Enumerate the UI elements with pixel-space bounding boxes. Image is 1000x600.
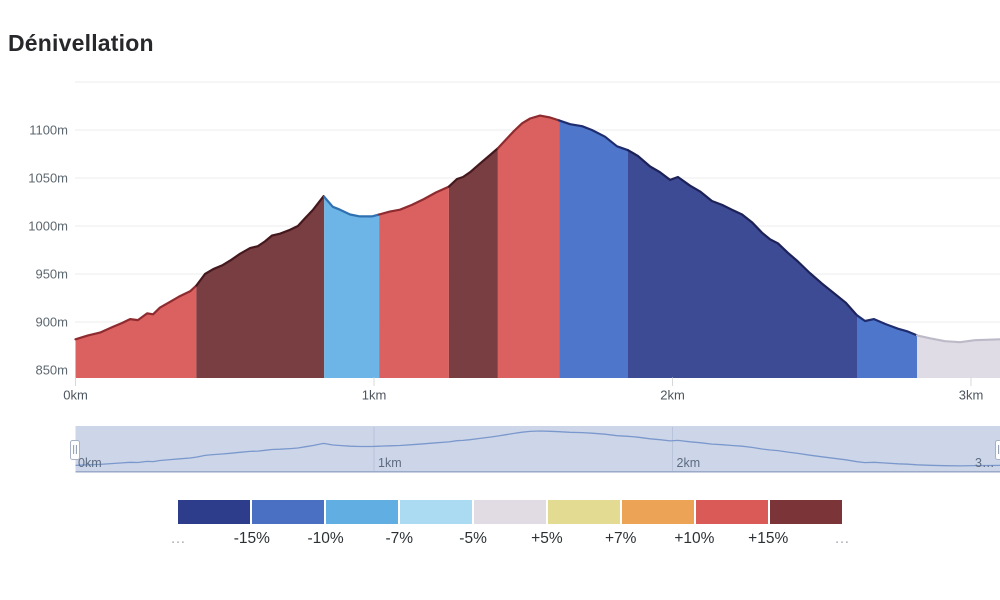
gradient-legend: … -15% -10% -7% -5% +5% +7% +10% +15% … bbox=[170, 500, 850, 550]
y-axis-label: 900m bbox=[35, 315, 68, 330]
x-axis-label: 1km bbox=[362, 388, 387, 403]
x-axis-label: 2km bbox=[660, 388, 685, 403]
legend-threshold-label: +5% bbox=[531, 530, 563, 547]
elevation-line bbox=[195, 195, 326, 287]
y-axis-label: 1100m bbox=[29, 123, 68, 138]
elevation-line bbox=[74, 284, 198, 341]
x-axis-label: 3km bbox=[959, 388, 984, 403]
overview-km-label: 3… bbox=[975, 456, 994, 470]
gradient-segment-area[interactable] bbox=[497, 115, 560, 378]
legend-threshold-label: +7% bbox=[604, 530, 637, 547]
legend-threshold-label: -7% bbox=[385, 530, 414, 547]
elevation-line bbox=[915, 334, 1000, 344]
elevation-line bbox=[496, 114, 561, 150]
overview-profile-line bbox=[75, 430, 1000, 467]
y-axis-label: 950m bbox=[35, 267, 68, 282]
legend-threshold-label: -15% bbox=[233, 530, 270, 547]
y-axis-label: 850m bbox=[35, 363, 68, 378]
legend-label-row: … -15% -10% -7% -5% +5% +7% +10% +15% … bbox=[170, 530, 850, 550]
legend-color-box bbox=[178, 500, 250, 524]
overview-band[interactable] bbox=[75, 426, 1000, 472]
elevation-line bbox=[323, 195, 381, 218]
elevation-line bbox=[855, 314, 919, 337]
legend-color-scale bbox=[178, 500, 842, 524]
x-axis-label: 0km bbox=[63, 388, 88, 403]
gradient-segment-area[interactable] bbox=[196, 196, 325, 378]
y-axis-label: 1000m bbox=[28, 219, 68, 234]
gradient-segment-area[interactable] bbox=[324, 196, 380, 378]
legend-color-box bbox=[548, 500, 620, 524]
gradient-segment-area[interactable] bbox=[379, 186, 449, 378]
elevation-line bbox=[378, 185, 450, 216]
legend-threshold-label: +10% bbox=[674, 530, 715, 547]
overview-km-label: 2km bbox=[677, 456, 701, 470]
legend-threshold-label: +15% bbox=[748, 530, 789, 547]
legend-threshold-label: -5% bbox=[459, 530, 487, 547]
left-scrub-handle[interactable] bbox=[70, 440, 80, 460]
legend-color-box bbox=[770, 500, 842, 524]
gradient-segment-area[interactable] bbox=[75, 285, 197, 379]
legend-threshold-label: -10% bbox=[307, 530, 344, 547]
gradient-segment-area[interactable] bbox=[448, 148, 498, 378]
elevation-line bbox=[447, 147, 499, 188]
legend-color-box bbox=[622, 500, 694, 524]
legend-color-box bbox=[474, 500, 546, 524]
legend-color-box bbox=[252, 500, 324, 524]
elevation-line bbox=[626, 149, 859, 317]
legend-color-box bbox=[326, 500, 398, 524]
y-axis-label: 1050m bbox=[28, 171, 68, 186]
elevation-line bbox=[557, 119, 630, 152]
legend-threshold-label: … bbox=[170, 530, 186, 547]
legend-color-box bbox=[400, 500, 472, 524]
legend-color-box bbox=[696, 500, 768, 524]
gradient-segment-area[interactable] bbox=[917, 335, 1000, 378]
gradient-segment-area[interactable] bbox=[559, 120, 628, 379]
overview-km-label: 1km bbox=[378, 456, 402, 470]
overview-km-label: 0km bbox=[78, 456, 102, 470]
page-title: Dénivellation bbox=[8, 30, 154, 56]
gradient-segment-area[interactable] bbox=[628, 150, 857, 378]
legend-threshold-label: … bbox=[834, 530, 850, 547]
right-scrub-handle[interactable] bbox=[995, 440, 1000, 460]
